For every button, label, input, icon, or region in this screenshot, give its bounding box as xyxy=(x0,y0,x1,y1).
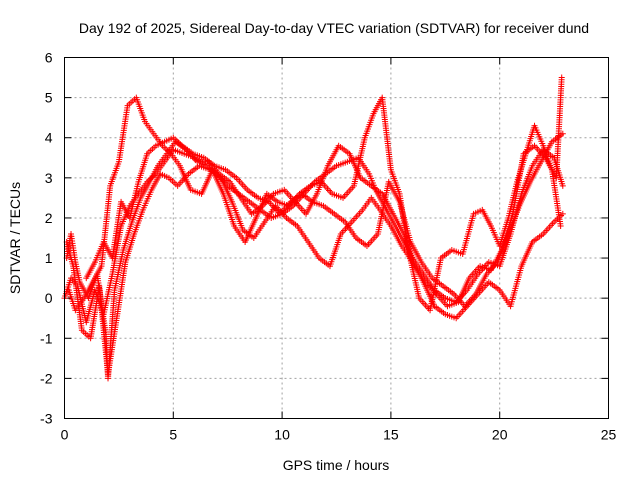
y-tick-label: -3 xyxy=(40,411,53,427)
y-tick-label: 1 xyxy=(45,250,53,266)
plot-frame xyxy=(64,57,609,419)
x-tick-label: 0 xyxy=(61,427,69,443)
y-tick-labels: -3 -2 -1 0 1 2 3 4 5 6 xyxy=(40,50,53,427)
y-tick-label: -2 xyxy=(40,370,53,386)
y-axis-label: SDTVAR / TECUs xyxy=(7,182,23,294)
track-3-point xyxy=(557,222,564,229)
track-1-point xyxy=(559,182,566,189)
chart-title: Day 192 of 2025, Sidereal Day-to-day VTE… xyxy=(79,20,589,36)
x-tick-label: 10 xyxy=(274,427,290,443)
track-2-point xyxy=(559,210,566,217)
track-5-point xyxy=(558,74,565,81)
x-tick-label: 15 xyxy=(383,427,399,443)
y-tick-label: 2 xyxy=(45,210,53,226)
data-marks xyxy=(61,74,566,382)
x-tick-labels: 0 5 10 15 20 25 xyxy=(61,427,617,443)
x-tick-label: 5 xyxy=(169,427,177,443)
x-tick-label: 25 xyxy=(601,427,617,443)
y-tick-label: 4 xyxy=(45,130,53,146)
gridlines xyxy=(64,57,609,419)
x-axis-label: GPS time / hours xyxy=(283,457,390,473)
y-tick-label: 0 xyxy=(45,290,53,306)
y-tick-label: -1 xyxy=(40,330,53,346)
y-tick-label: 6 xyxy=(45,50,53,66)
x-tick-label: 20 xyxy=(492,427,508,443)
y-tick-label: 5 xyxy=(45,90,53,106)
y-tick-label: 3 xyxy=(45,170,53,186)
